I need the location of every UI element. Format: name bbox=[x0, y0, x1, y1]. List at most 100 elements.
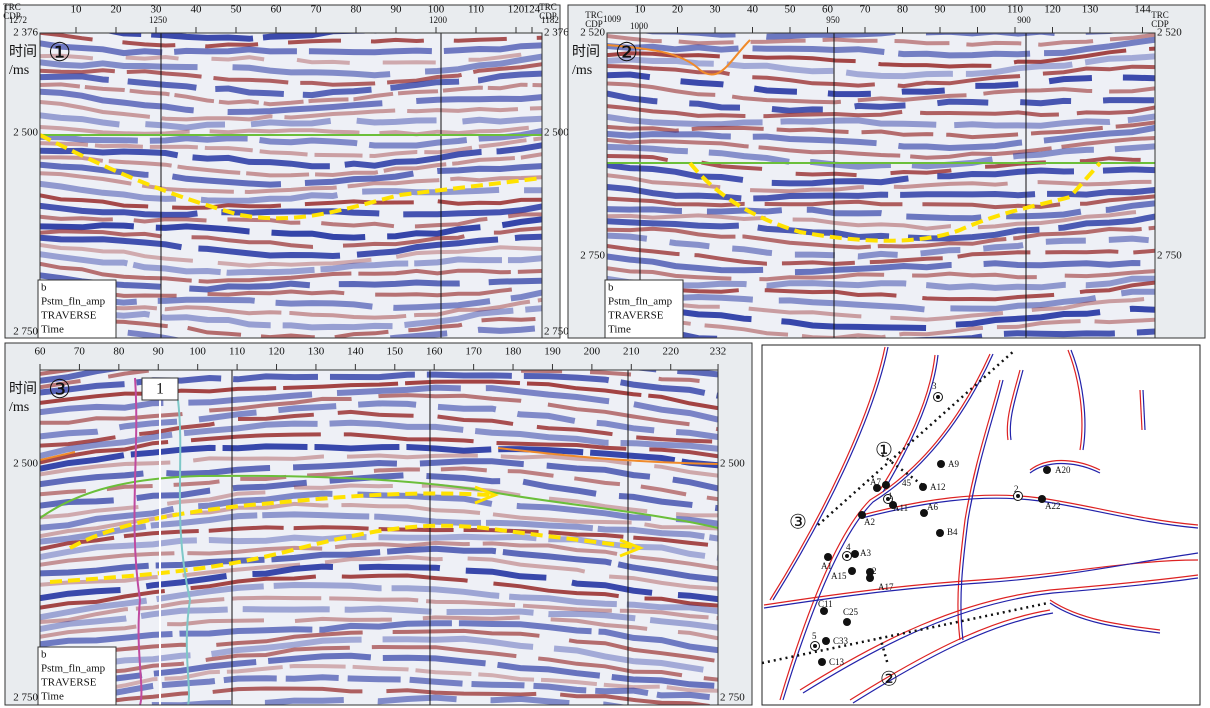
well-name: A17 bbox=[878, 582, 894, 592]
cdp-label: 1000 bbox=[630, 21, 649, 31]
trc-tick-label: 100 bbox=[969, 4, 986, 16]
legend-text: TRAVERSE bbox=[41, 677, 97, 689]
well-dot bbox=[818, 658, 826, 666]
trc-tick-label: 40 bbox=[191, 4, 203, 16]
well-name: 2 bbox=[1014, 484, 1019, 494]
legend-text: b bbox=[608, 282, 614, 294]
well-dot bbox=[919, 483, 927, 491]
well-dot bbox=[843, 618, 851, 626]
trc-tick-label: 110 bbox=[468, 4, 485, 16]
legend-text: TRAVERSE bbox=[608, 310, 664, 322]
well-dot bbox=[936, 395, 940, 399]
trc-tick-label: 90 bbox=[153, 346, 165, 358]
cdp-label: 950 bbox=[826, 15, 840, 25]
trc-tick-label: 10 bbox=[635, 4, 647, 16]
trc-tick-label: 90 bbox=[935, 4, 947, 16]
map-frame bbox=[762, 345, 1200, 705]
time-label: 2 750 bbox=[13, 692, 38, 704]
well-name: B4 bbox=[947, 527, 958, 537]
well-dot bbox=[824, 553, 832, 561]
section-label: ③ bbox=[789, 512, 807, 534]
trc-tick-label: 200 bbox=[584, 346, 601, 358]
legend-text: Pstm_fln_amp bbox=[41, 663, 106, 675]
well-dot bbox=[882, 481, 890, 489]
well-name: A9 bbox=[948, 459, 959, 469]
trc-tick-label: 160 bbox=[426, 346, 443, 358]
trc-tick-label: 220 bbox=[662, 346, 679, 358]
trc-tick-label: 180 bbox=[505, 346, 522, 358]
trc-tick-label: 170 bbox=[465, 346, 482, 358]
trc-tick-label: 232 bbox=[710, 346, 727, 358]
trc-tick-label: 50 bbox=[785, 4, 797, 16]
well-name: A15 bbox=[831, 571, 847, 581]
legend-text: Time bbox=[41, 324, 64, 336]
trc-tick-label: 30 bbox=[151, 4, 163, 16]
trc-tick-label: 190 bbox=[544, 346, 561, 358]
trc-tick-label: 90 bbox=[391, 4, 403, 16]
trc-tick-label: 100 bbox=[428, 4, 445, 16]
trc-tick-label: 70 bbox=[860, 4, 872, 16]
well-name: 2 bbox=[872, 566, 877, 576]
well-name: 45 bbox=[902, 478, 912, 488]
time-label: 2 520 bbox=[580, 27, 605, 39]
well-name: A2 bbox=[864, 517, 875, 527]
trc-tick-label: 30 bbox=[710, 4, 722, 16]
trc-tick-label: 40 bbox=[747, 4, 759, 16]
trc-tick-label: 120 bbox=[508, 4, 525, 16]
well-name: A11 bbox=[893, 503, 908, 513]
legend-text: TRAVERSE bbox=[41, 310, 97, 322]
legend-text: b bbox=[41, 282, 47, 294]
trc-tick-label: 144 bbox=[1134, 4, 1151, 16]
legend-text: Pstm_fln_amp bbox=[608, 296, 673, 308]
trc-tick-label: 140 bbox=[347, 346, 364, 358]
time-label: 2 500 bbox=[13, 127, 38, 139]
trc-tick-label: 80 bbox=[113, 346, 125, 358]
trc-tick-label: 80 bbox=[351, 4, 363, 16]
trc-tick-label: 70 bbox=[311, 4, 323, 16]
well-name: A12 bbox=[930, 482, 946, 492]
trc-tick-label: 130 bbox=[308, 346, 325, 358]
trc-tick-label: 20 bbox=[672, 4, 684, 16]
well-label: 1 bbox=[156, 381, 164, 398]
trc-tick-label: 150 bbox=[387, 346, 404, 358]
well-dot bbox=[937, 460, 945, 468]
well-name: C25 bbox=[843, 607, 859, 617]
well-dot bbox=[845, 554, 849, 558]
well-name: 5 bbox=[812, 631, 817, 641]
trc-cdp-header: CDP bbox=[3, 11, 21, 21]
trc-tick-label: 60 bbox=[822, 4, 834, 16]
time-label: 2 750 bbox=[544, 326, 569, 338]
well-dot bbox=[1016, 494, 1020, 498]
well-name: A1 bbox=[821, 561, 832, 571]
trc-tick-label: 120 bbox=[1044, 4, 1061, 16]
legend-text: b bbox=[41, 649, 47, 661]
trc-tick-label: 130 bbox=[1082, 4, 1099, 16]
legend-text: Time bbox=[608, 324, 631, 336]
well-dot bbox=[813, 644, 817, 648]
well-dot bbox=[866, 574, 874, 582]
trc-tick-label: 70 bbox=[74, 346, 86, 358]
section-label: ① bbox=[875, 440, 893, 462]
trc-tick-label: 10 bbox=[71, 4, 83, 16]
time-label: 2 520 bbox=[1157, 27, 1182, 39]
trc-tick-label: 60 bbox=[271, 4, 283, 16]
trc-tick-label: 20 bbox=[111, 4, 123, 16]
time-axis-title: /ms bbox=[572, 63, 592, 78]
trc-tick-label: 110 bbox=[1007, 4, 1024, 16]
trc-tick-label: 50 bbox=[231, 4, 243, 16]
trc-tick-label: 100 bbox=[189, 346, 206, 358]
time-label: 2 500 bbox=[544, 127, 569, 139]
section-label: ② bbox=[880, 669, 898, 691]
panel-label: ② bbox=[615, 38, 638, 67]
well-name: A6 bbox=[927, 502, 938, 512]
panel-label: ③ bbox=[48, 375, 71, 404]
well-name: A20 bbox=[1055, 465, 1071, 475]
well-dot bbox=[851, 550, 859, 558]
well-name: 1 bbox=[888, 491, 893, 501]
trc-tick-label: 110 bbox=[229, 346, 246, 358]
well-name: C13 bbox=[829, 657, 845, 667]
time-label: 2 750 bbox=[580, 250, 605, 262]
panel-label: ① bbox=[48, 38, 71, 67]
time-axis-title: /ms bbox=[9, 63, 29, 78]
time-axis-title: 时间 bbox=[9, 381, 37, 397]
